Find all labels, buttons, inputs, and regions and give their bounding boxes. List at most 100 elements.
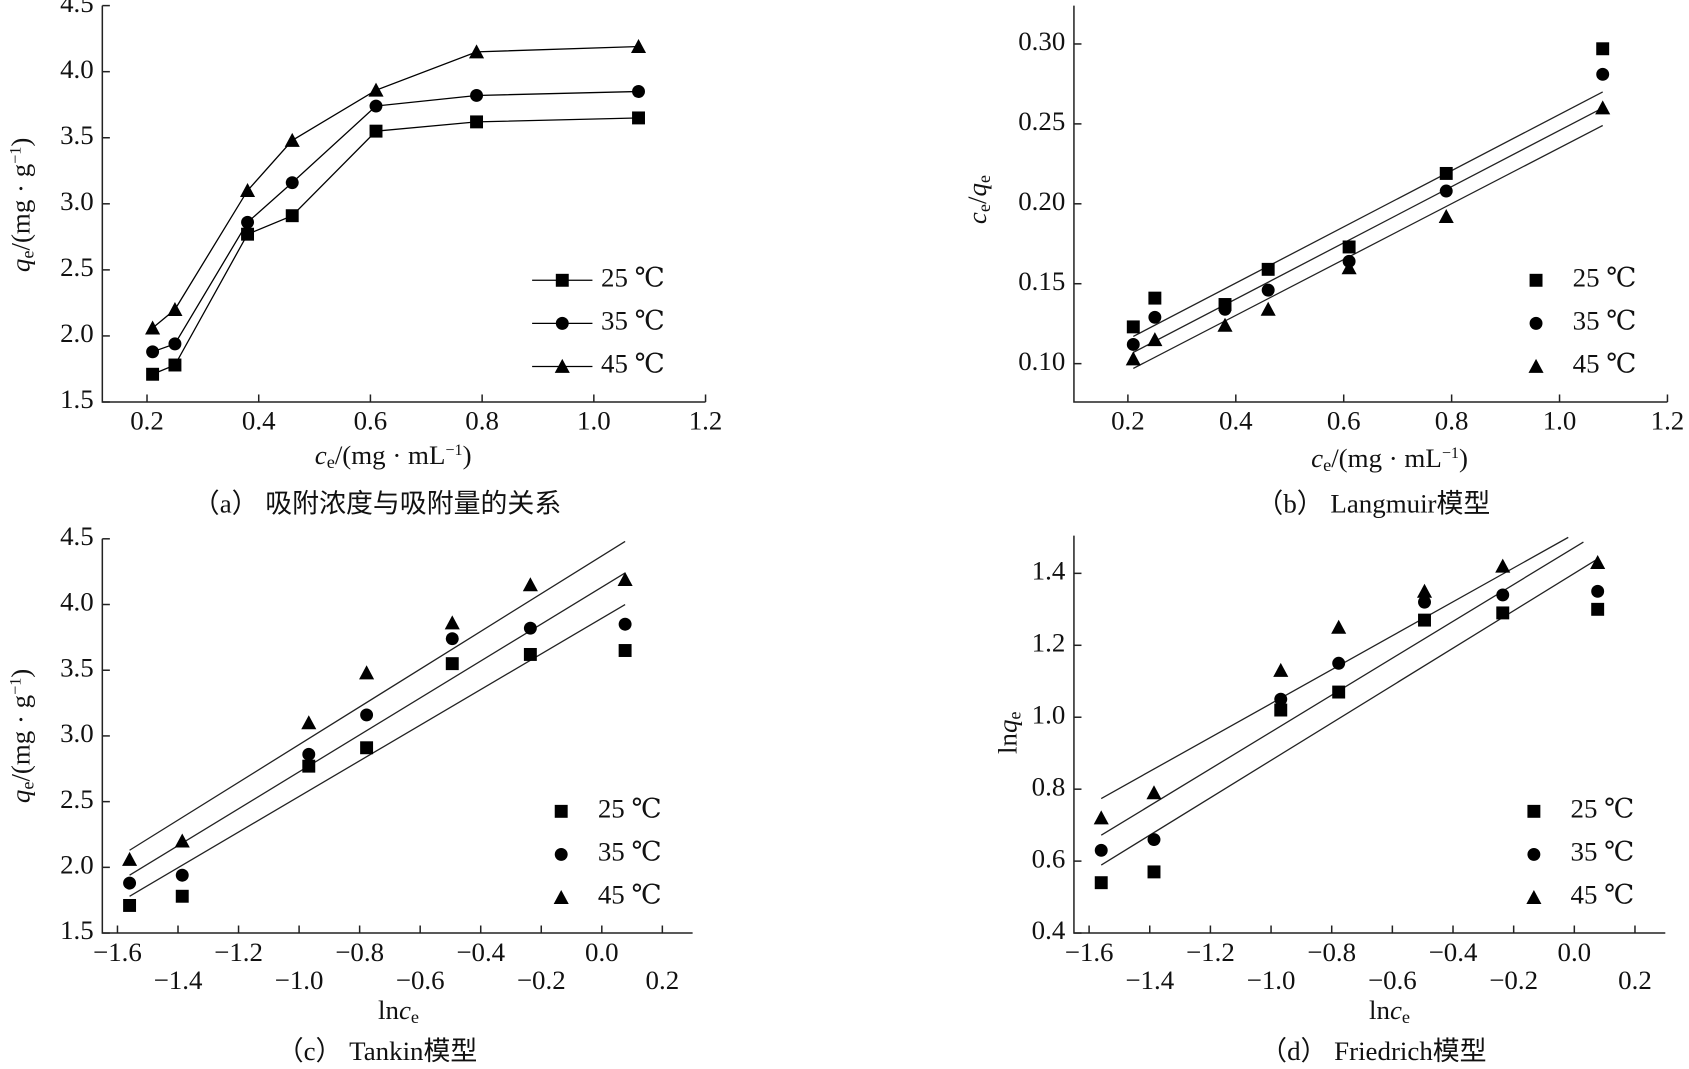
y-tick-label: 4.0 [60, 54, 94, 84]
label-part: e [974, 204, 994, 212]
x-tick-label: 0.2 [130, 406, 164, 436]
label-part: e [411, 1006, 419, 1026]
series-line [152, 90, 639, 353]
marker [302, 747, 316, 761]
legend-marker [1528, 358, 1544, 373]
y-tick-label: 0.20 [1018, 186, 1065, 216]
x-tick-label: −0.2 [1489, 965, 1538, 995]
legend-label: 35 ℃ [1571, 837, 1635, 867]
label-part: ) [1459, 443, 1468, 473]
label-part: c [1390, 995, 1402, 1025]
marker [369, 124, 383, 138]
legend-label: 45 ℃ [1571, 880, 1635, 910]
legend-label: 25 ℃ [598, 794, 662, 824]
x-tick-label: 0.4 [1219, 406, 1253, 436]
marker [445, 632, 459, 646]
x-tick-label: 0.2 [1111, 406, 1145, 436]
x-tick-label: 0.0 [1558, 937, 1592, 967]
marker [618, 617, 632, 631]
legend-label: 25 ℃ [601, 262, 665, 292]
label-part: e [974, 175, 994, 183]
y-tick-label: 2.0 [60, 318, 94, 348]
x-axis-label: lnce [1369, 995, 1410, 1026]
x-tick-label: −0.8 [335, 937, 384, 967]
marker [241, 215, 255, 229]
label-part: ln [378, 995, 399, 1025]
marker [1146, 785, 1162, 800]
marker [146, 345, 160, 359]
marker [1596, 42, 1610, 56]
label-part: −1 [7, 147, 24, 164]
marker [301, 715, 317, 730]
y-tick-label: 3.5 [60, 120, 94, 150]
marker [285, 209, 299, 223]
marker [175, 889, 189, 903]
y-tick-label: 2.0 [60, 850, 94, 880]
legend-marker [554, 847, 568, 861]
marker [1273, 662, 1289, 677]
marker [284, 132, 300, 147]
y-axis-label: qe/(mg · g−1) [6, 669, 37, 803]
label-part: e [1323, 455, 1331, 475]
label-part: /(mg · g [6, 164, 36, 251]
marker [1094, 876, 1108, 890]
marker [1439, 184, 1453, 198]
y-tick-label: 0.10 [1018, 346, 1065, 376]
marker [1261, 283, 1275, 297]
marker [360, 708, 374, 722]
legend-marker [554, 358, 570, 373]
y-tick-label: 0.4 [1032, 915, 1066, 945]
marker [1416, 583, 1433, 598]
x-tick-label: 1.0 [577, 406, 611, 436]
label-part: /(mg · mL [335, 440, 446, 470]
marker [1496, 606, 1510, 620]
marker [470, 88, 484, 102]
label-part: c [315, 440, 327, 470]
caption: （b） Langmuir模型 [1256, 489, 1490, 519]
y-tick-label: 0.15 [1018, 266, 1065, 296]
y-tick-label: 1.5 [60, 384, 94, 414]
y-tick-label: 1.4 [1032, 556, 1066, 586]
label-part: ) [463, 440, 472, 470]
marker [1590, 555, 1606, 570]
marker [1260, 301, 1276, 316]
y-tick-label: 4.5 [60, 0, 94, 18]
label-part: e [17, 782, 37, 790]
marker [175, 868, 189, 882]
legend-marker [554, 804, 568, 818]
marker [146, 367, 160, 381]
legend-label: 25 ℃ [1573, 262, 1637, 292]
x-tick-label: −1.0 [275, 965, 324, 995]
y-tick-label: 0.8 [1032, 771, 1066, 801]
label-part: / [962, 196, 992, 204]
marker [123, 876, 137, 890]
marker [617, 572, 633, 587]
label-part: −1 [7, 678, 24, 695]
marker [632, 85, 645, 98]
x-tick-label: −0.8 [1307, 937, 1356, 967]
caption: （d） Friedrich模型 [1260, 1036, 1486, 1066]
marker [1332, 656, 1346, 670]
marker [1274, 703, 1288, 717]
legend-marker [555, 273, 569, 287]
label-part: /(mg · g [6, 695, 36, 782]
marker [470, 115, 484, 129]
label-part: e [17, 251, 37, 259]
marker [1148, 291, 1162, 305]
fit-line [1132, 124, 1604, 370]
marker [1218, 302, 1232, 316]
label-part: ln [993, 732, 1023, 753]
label-part: ) [6, 669, 36, 678]
axis [101, 538, 693, 934]
x-tick-label: 0.2 [1618, 965, 1652, 995]
label-part: ) [6, 138, 36, 147]
marker [1274, 692, 1288, 706]
marker [285, 176, 299, 190]
x-tick-label: 1.0 [1543, 406, 1577, 436]
x-tick-label: 0.2 [646, 965, 680, 995]
legend-label: 45 ℃ [1573, 349, 1637, 379]
marker [122, 851, 138, 866]
x-tick-label: −0.4 [456, 937, 505, 967]
y-tick-label: 4.0 [60, 587, 94, 617]
